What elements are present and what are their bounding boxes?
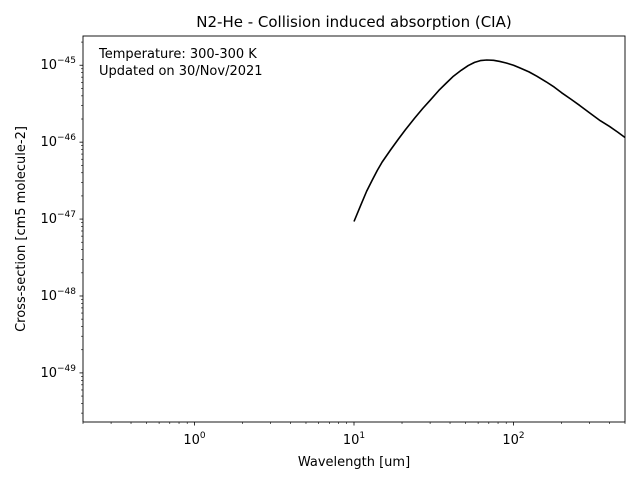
y-tick-exponent: −46: [57, 133, 76, 143]
x-axis-label: Wavelength [um]: [298, 455, 410, 470]
y-tick-base: 10: [40, 289, 57, 304]
y-tick-label: 10−46: [40, 133, 76, 150]
x-tick-label: 100: [183, 431, 206, 448]
y-tick-base: 10: [40, 366, 57, 381]
y-tick-label: 10−48: [40, 287, 76, 304]
y-tick-label: 10−47: [40, 210, 76, 227]
y-tick-label: 10−49: [40, 364, 76, 381]
x-tick-exponent: 2: [519, 431, 525, 441]
y-tick-exponent: −49: [57, 364, 76, 374]
y-tick-base: 10: [40, 212, 57, 227]
y-tick-base: 10: [40, 135, 57, 150]
x-tick-base: 10: [343, 433, 360, 448]
x-tick-exponent: 1: [359, 431, 365, 441]
x-tick-base: 10: [183, 433, 200, 448]
y-tick-label: 10−45: [40, 56, 76, 73]
y-axis-label: Cross-section [cm5 molecule-2]: [14, 126, 29, 332]
annotation-temperature: Temperature: 300-300 K: [98, 47, 257, 62]
x-tick-base: 10: [502, 433, 519, 448]
x-tick-label: 101: [343, 431, 365, 448]
x-tick-exponent: 0: [200, 431, 206, 441]
lines-layer: [353, 59, 626, 222]
x-tick-label: 102: [502, 431, 524, 448]
annotation-updated: Updated on 30/Nov/2021: [99, 64, 263, 79]
y-tick-base: 10: [40, 58, 57, 73]
y-tick-exponent: −48: [57, 287, 76, 297]
chart-title: N2-He - Collision induced absorption (CI…: [196, 13, 511, 31]
y-tick-exponent: −47: [57, 210, 76, 220]
series-line: [353, 59, 626, 222]
y-tick-exponent: −45: [57, 56, 76, 66]
